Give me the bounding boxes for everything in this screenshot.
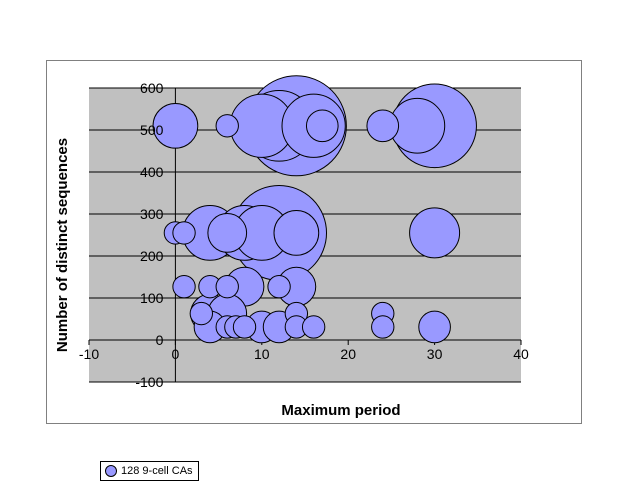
x-tick-label: -10	[79, 346, 99, 362]
x-axis-title: Maximum period	[281, 402, 400, 419]
bubble	[207, 213, 248, 253]
bubble	[232, 315, 257, 339]
legend-label: 128 9-cell CAs	[121, 465, 193, 477]
bubble	[152, 102, 199, 149]
y-tick-label: 300	[140, 206, 164, 222]
y-tick-label: 600	[140, 80, 164, 96]
bubble	[215, 274, 239, 299]
y-tick-label: 100	[140, 290, 164, 306]
y-tick-label: 0	[156, 332, 164, 348]
bubble	[172, 274, 196, 299]
bubble	[418, 310, 451, 344]
x-tick-label: 30	[427, 346, 443, 362]
legend: 128 9-cell CAs	[100, 461, 199, 481]
y-tick-label: 200	[140, 248, 164, 264]
bubble-series	[152, 75, 477, 344]
x-tick-label: 20	[340, 346, 356, 362]
bubble	[267, 274, 291, 299]
bubble	[305, 109, 339, 143]
y-tick-label: 400	[140, 164, 164, 180]
bubble	[172, 221, 196, 245]
y-axis-title: Number of distinct sequences	[54, 138, 71, 352]
bubble	[409, 207, 461, 259]
x-tick-label: 0	[172, 346, 180, 362]
bubble	[273, 210, 320, 256]
chart-frame: -10 0 10 20 30 40 -100 0 100 200 300 400 500 600 Max…	[46, 60, 582, 481]
x-tick-labels: -10 0 10 20 30 40	[79, 346, 529, 362]
bubble	[366, 109, 400, 143]
y-tick-label: 500	[140, 122, 164, 138]
x-tick-label: 10	[254, 346, 270, 362]
y-tick-label: -100	[135, 374, 163, 390]
bubble	[189, 301, 214, 326]
x-tick-label: 40	[513, 346, 529, 362]
legend-swatch	[105, 465, 117, 477]
y-tick-labels: -100 0 100 200 300 400 500 600	[135, 80, 163, 390]
bubble	[371, 315, 395, 339]
bubble	[301, 315, 326, 339]
bubble	[215, 114, 239, 138]
